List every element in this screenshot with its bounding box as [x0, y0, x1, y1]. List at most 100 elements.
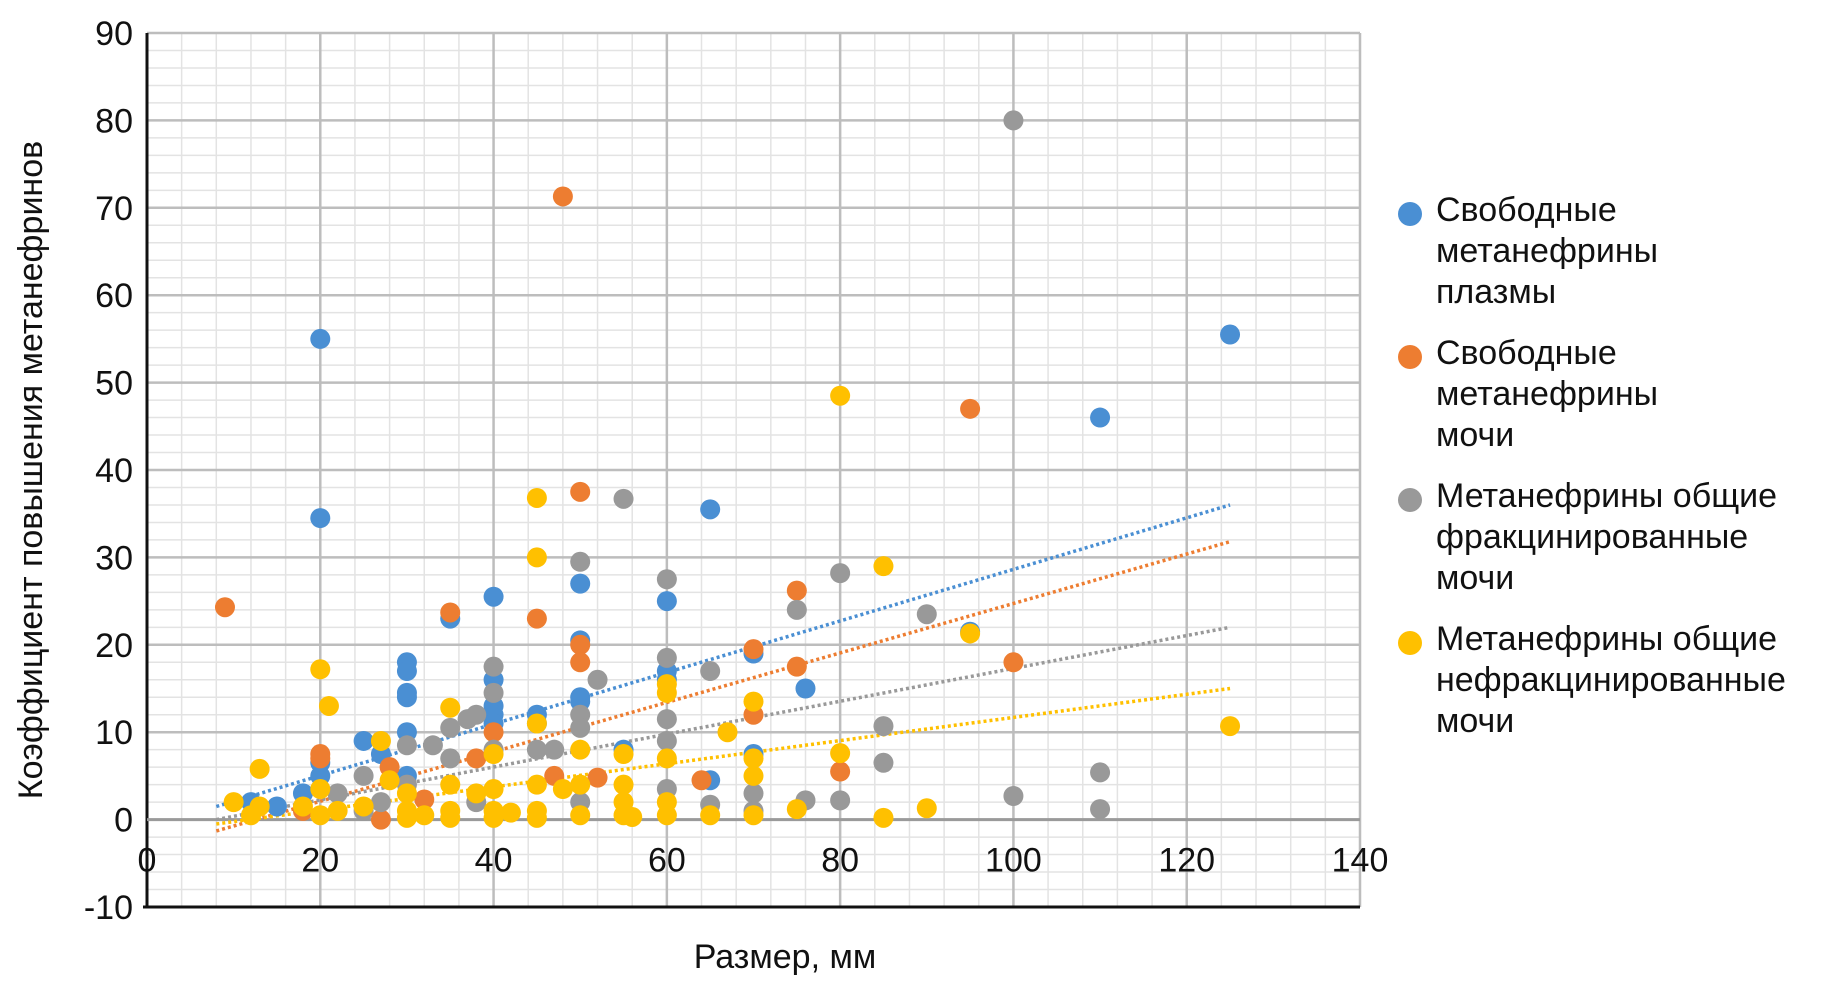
data-point-series-2 — [570, 652, 591, 673]
data-point-series-4 — [379, 770, 400, 791]
data-point-series-4 — [249, 796, 270, 817]
data-point-series-4 — [743, 765, 764, 786]
data-point-series-3 — [700, 661, 721, 682]
data-point-series-3 — [483, 682, 504, 703]
data-point-series-4 — [318, 695, 339, 716]
legend-label: Свободные — [1436, 191, 1617, 229]
data-point-series-4 — [526, 807, 547, 828]
data-point-series-3 — [656, 709, 677, 730]
data-point-series-4 — [440, 807, 461, 828]
x-tick-label: 120 — [1158, 842, 1215, 880]
data-point-series-1 — [310, 328, 331, 349]
y-tick-label: 40 — [95, 452, 133, 490]
data-point-series-4 — [223, 792, 244, 813]
x-tick-label: 100 — [985, 842, 1042, 880]
data-point-series-4 — [440, 697, 461, 718]
data-point-series-4 — [700, 805, 721, 826]
data-point-series-4 — [786, 799, 807, 820]
x-tick-label: 80 — [821, 842, 859, 880]
y-tick-label: 50 — [95, 365, 133, 403]
data-point-series-3 — [440, 748, 461, 769]
legend-marker-icon — [1398, 202, 1422, 226]
data-point-series-4 — [396, 783, 417, 804]
data-point-series-3 — [587, 669, 608, 690]
data-point-series-4 — [483, 779, 504, 800]
data-point-series-4 — [370, 730, 391, 751]
data-point-series-1 — [656, 591, 677, 612]
data-point-series-4 — [249, 758, 270, 779]
legend-label: метанефрины — [1436, 232, 1659, 270]
y-tick-label: 20 — [95, 627, 133, 665]
grid — [145, 31, 1362, 909]
legend-label: мочи — [1436, 702, 1515, 740]
data-point-series-4 — [483, 744, 504, 765]
y-tick-label: 80 — [95, 102, 133, 140]
data-point-series-4 — [717, 722, 738, 743]
trendline-series-3 — [215, 625, 1231, 822]
data-point-series-2 — [466, 748, 487, 769]
legend-marker-icon — [1398, 631, 1422, 655]
data-point-series-4 — [960, 623, 981, 644]
data-point-series-1 — [396, 661, 417, 682]
data-point-series-1 — [700, 499, 721, 520]
data-point-series-2 — [414, 789, 435, 810]
data-point-series-4 — [656, 682, 677, 703]
data-point-series-4 — [830, 385, 851, 406]
legend: Свободные метанефрины плазмы Свободные метан… — [1390, 190, 1846, 762]
data-point-series-3 — [656, 730, 677, 751]
data-point-series-4 — [1220, 716, 1241, 737]
data-point-series-2 — [691, 770, 712, 791]
data-point-series-2 — [786, 656, 807, 677]
data-point-series-3 — [786, 599, 807, 620]
y-tick-label: 0 — [114, 802, 133, 840]
data-point-series-4 — [570, 774, 591, 795]
data-point-series-4 — [353, 796, 374, 817]
x-tick-label: 20 — [301, 842, 339, 880]
legend-label: плазмы — [1436, 273, 1557, 311]
data-point-series-4 — [466, 783, 487, 804]
data-point-series-2 — [743, 639, 764, 660]
data-point-series-4 — [292, 796, 313, 817]
data-point-series-3 — [656, 647, 677, 668]
y-tick-label: 70 — [95, 190, 133, 228]
data-point-series-3 — [1090, 762, 1111, 783]
data-point-series-4 — [526, 547, 547, 568]
data-point-series-2 — [960, 398, 981, 419]
legend-marker-icon — [1398, 488, 1422, 512]
data-point-series-3 — [1090, 799, 1111, 820]
data-point-series-2 — [570, 481, 591, 502]
data-point-series-4 — [327, 800, 348, 821]
data-point-series-3 — [830, 790, 851, 811]
data-point-series-3 — [873, 716, 894, 737]
data-points — [214, 110, 1241, 830]
legend-label: Метанефрины общие — [1436, 477, 1778, 515]
data-point-series-2 — [552, 186, 573, 207]
data-point-series-3 — [327, 783, 348, 804]
data-point-series-3 — [396, 735, 417, 756]
data-point-series-4 — [830, 743, 851, 764]
data-point-series-4 — [743, 691, 764, 712]
data-point-series-3 — [440, 717, 461, 738]
data-point-series-2 — [483, 722, 504, 743]
data-point-series-2 — [1003, 652, 1024, 673]
data-point-series-2 — [370, 809, 391, 830]
legend-label: фракцинированные — [1436, 518, 1749, 556]
data-point-series-3 — [570, 551, 591, 572]
data-point-series-2 — [526, 608, 547, 629]
y-tick-label: -10 — [84, 889, 133, 927]
data-point-series-4 — [873, 807, 894, 828]
data-point-series-3 — [916, 604, 937, 625]
data-point-series-4 — [483, 807, 504, 828]
data-point-series-4 — [310, 779, 331, 800]
data-point-series-4 — [622, 806, 643, 827]
x-tick-label: 0 — [138, 842, 157, 880]
data-point-series-3 — [830, 563, 851, 584]
data-point-series-4 — [396, 807, 417, 828]
data-point-series-1 — [795, 678, 816, 699]
data-point-series-2 — [587, 767, 608, 788]
y-tick-label: 30 — [95, 539, 133, 577]
legend-label: Свободные — [1436, 334, 1617, 372]
data-point-series-4 — [310, 659, 331, 680]
